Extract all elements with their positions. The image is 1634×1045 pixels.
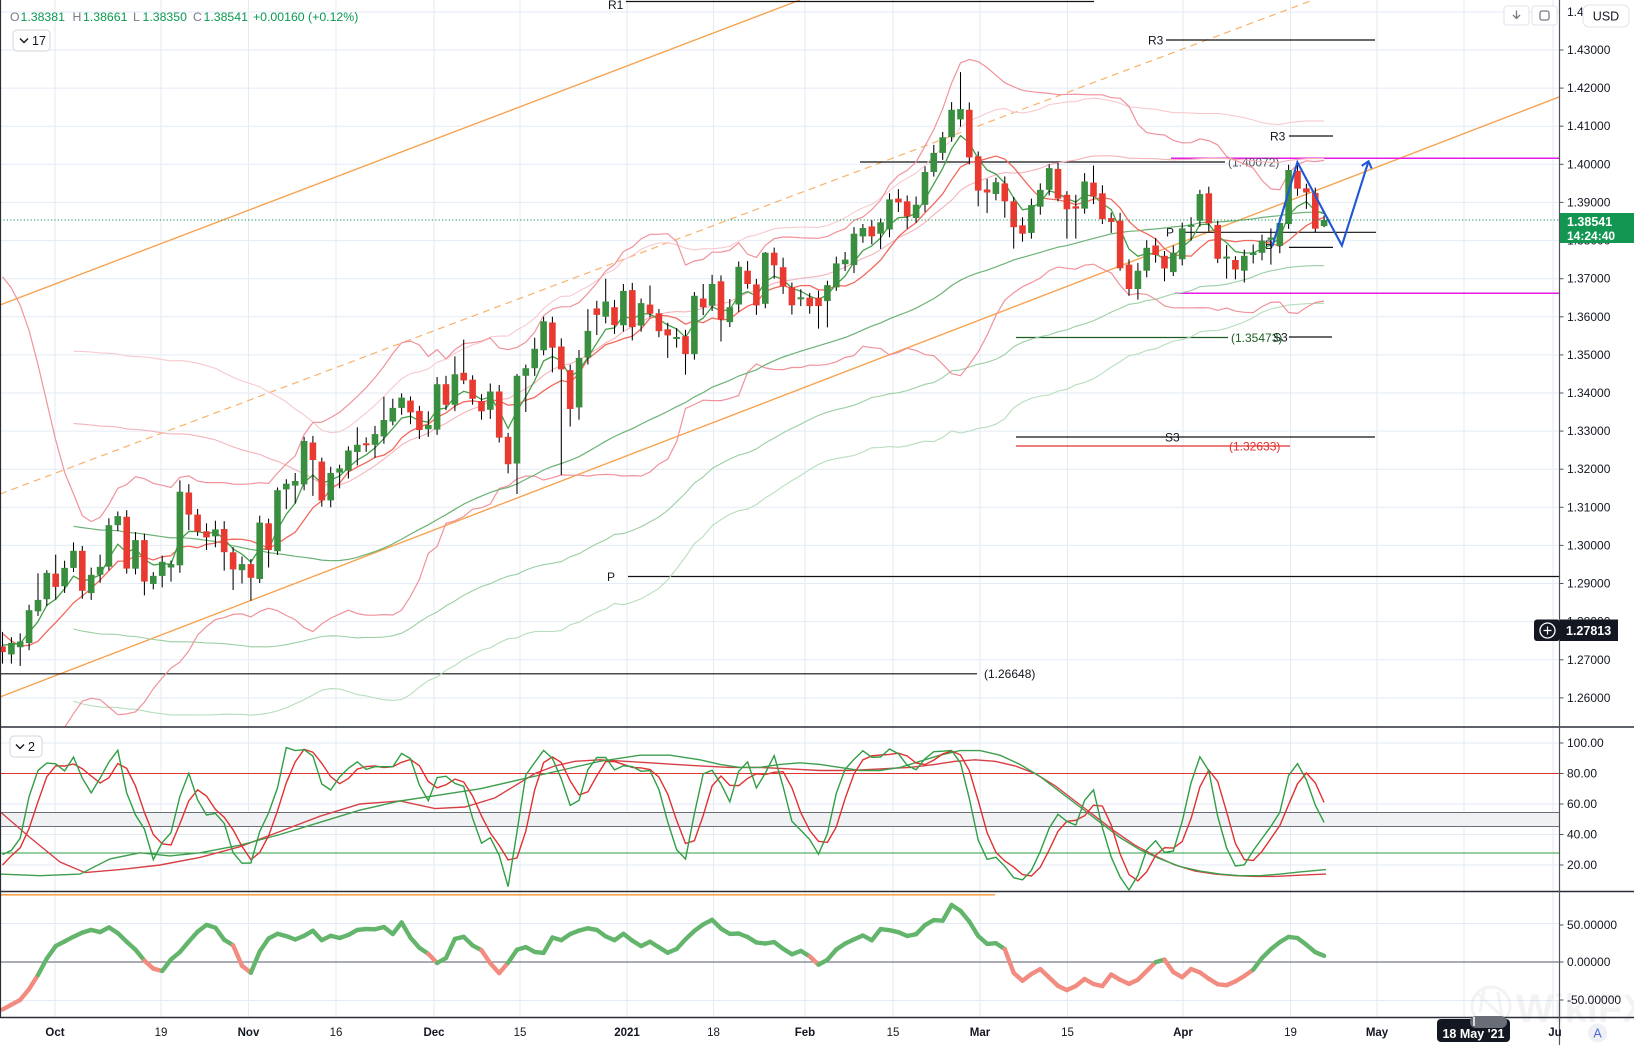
svg-text:S3: S3 [1165,431,1180,445]
svg-text:15: 15 [514,1027,527,1039]
svg-text:18 May '21: 18 May '21 [1442,1027,1504,1041]
svg-text:(1.40072): (1.40072) [1228,156,1279,170]
svg-text:1.43000: 1.43000 [1567,43,1611,57]
svg-text:(1.35473): (1.35473) [1231,331,1282,345]
svg-text:USD: USD [1593,10,1619,24]
svg-text:Dec: Dec [423,1027,445,1039]
svg-text:-50.00000: -50.00000 [1567,993,1621,1007]
svg-text:16: 16 [330,1027,343,1039]
svg-text:100.00: 100.00 [1567,736,1604,750]
svg-text:40.00: 40.00 [1567,828,1597,842]
svg-text:Feb: Feb [795,1027,815,1039]
svg-text:1.38381: 1.38381 [21,10,66,24]
svg-text:1.27813: 1.27813 [1566,624,1611,638]
svg-text:R3: R3 [1148,34,1164,48]
svg-text:Oct: Oct [45,1027,64,1039]
svg-text:19: 19 [1284,1027,1297,1039]
svg-text:80.00: 80.00 [1567,767,1597,781]
svg-text:60.00: 60.00 [1567,797,1597,811]
svg-text:1.42000: 1.42000 [1567,81,1611,95]
svg-text:1.36000: 1.36000 [1567,310,1611,324]
svg-text:15: 15 [1061,1027,1074,1039]
svg-text:1.38661: 1.38661 [83,10,128,24]
svg-text:1.41000: 1.41000 [1567,119,1611,133]
svg-text:+0.00160 (+0.12%): +0.00160 (+0.12%) [253,10,358,24]
svg-text:H: H [73,10,82,24]
svg-text:C: C [193,10,202,24]
svg-text:1.39000: 1.39000 [1567,195,1611,209]
svg-text:17: 17 [32,34,46,48]
svg-text:2: 2 [28,740,35,754]
svg-text:S3: S3 [1273,331,1288,345]
svg-text:(1.32633): (1.32633) [1229,440,1280,454]
svg-text:50.00000: 50.00000 [1567,918,1617,932]
svg-text:1.40000: 1.40000 [1567,157,1611,171]
svg-text:1.38350: 1.38350 [143,10,188,24]
svg-text:Mar: Mar [970,1027,991,1039]
svg-text:P: P [1166,226,1174,240]
svg-text:1.31000: 1.31000 [1567,500,1611,514]
svg-text:15: 15 [887,1027,900,1039]
svg-text:May: May [1366,1027,1389,1039]
svg-text:B: B [1265,238,1273,252]
svg-text:Ju: Ju [1548,1027,1561,1039]
svg-text:14:24:40: 14:24:40 [1567,229,1615,243]
svg-text:1.30000: 1.30000 [1567,538,1611,552]
svg-text:O: O [10,10,20,24]
svg-text:P: P [607,570,615,584]
svg-text:R3: R3 [1270,130,1286,144]
svg-text:0.00000: 0.00000 [1567,955,1611,969]
svg-text:1.4: 1.4 [1567,5,1584,19]
svg-text:1.29000: 1.29000 [1567,577,1611,591]
svg-text:1.38541: 1.38541 [204,10,249,24]
svg-text:1.37000: 1.37000 [1567,272,1611,286]
svg-text:R1: R1 [608,0,624,12]
svg-text:1.33000: 1.33000 [1567,424,1611,438]
svg-text:19: 19 [155,1027,168,1039]
svg-text:1.26000: 1.26000 [1567,691,1611,705]
svg-text:1.34000: 1.34000 [1567,386,1611,400]
svg-text:Apr: Apr [1173,1027,1193,1039]
svg-text:20.00: 20.00 [1567,858,1597,872]
svg-text:18: 18 [707,1027,720,1039]
svg-text:1.27000: 1.27000 [1567,653,1611,667]
svg-text:2021: 2021 [614,1027,640,1039]
svg-text:(1.26648): (1.26648) [984,667,1035,681]
svg-text:A: A [1593,1027,1602,1041]
svg-text:1.35000: 1.35000 [1567,348,1611,362]
svg-text:L: L [133,10,140,24]
svg-text:1.32000: 1.32000 [1567,462,1611,476]
svg-text:1.38541: 1.38541 [1567,215,1612,229]
svg-text:WikiFX: WikiFX [1516,987,1634,1031]
svg-text:Nov: Nov [238,1027,260,1039]
